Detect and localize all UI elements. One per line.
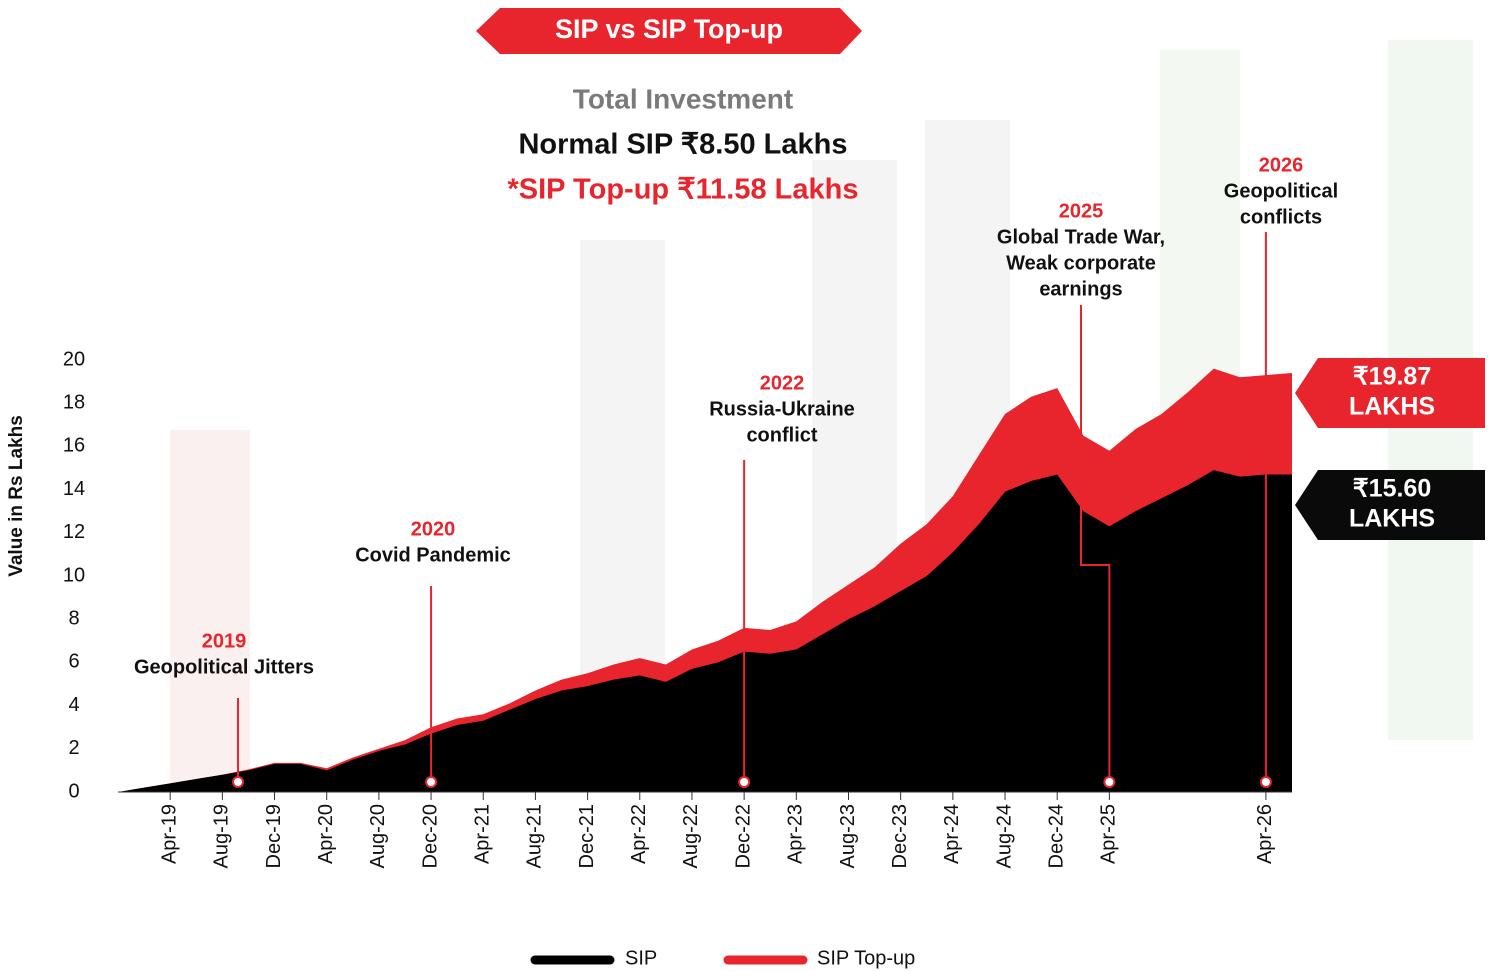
event-dot: [233, 777, 243, 787]
y-tick-label: 20: [63, 348, 85, 370]
x-tick-label: Dec-23: [889, 804, 911, 868]
x-tick-label: Aug-22: [680, 804, 702, 869]
x-tick-label: Aug-23: [837, 804, 859, 869]
event-dot: [1104, 777, 1114, 787]
x-tick-label: Apr-22: [628, 804, 650, 864]
event-dot: [1261, 777, 1271, 787]
y-tick-label: 16: [63, 435, 85, 457]
y-tick-label: 6: [68, 651, 79, 673]
event-year: 2020: [411, 518, 456, 540]
x-tick-label: Aug-24: [993, 804, 1015, 869]
end-label: LAKHS: [1349, 393, 1435, 421]
end-label: ₹15.60: [1353, 475, 1431, 503]
x-tick-label: Dec-21: [576, 804, 598, 868]
event-year: 2022: [760, 372, 805, 394]
x-tick-label: Apr-21: [472, 804, 494, 864]
x-tick-label: Dec-19: [263, 804, 285, 868]
event-text: conflict: [746, 424, 817, 446]
y-tick-label: 0: [68, 780, 79, 802]
event-text: earnings: [1039, 278, 1122, 300]
event-text: Weak corporate: [1006, 252, 1156, 274]
summary-sip: Normal SIP ₹8.50 Lakhs: [518, 129, 847, 161]
end-label: LAKHS: [1349, 505, 1435, 533]
x-tick-label: Dec-24: [1045, 804, 1067, 868]
x-tick-label: Apr-24: [941, 804, 963, 864]
x-tick-label: Aug-19: [211, 804, 233, 869]
event-dot: [739, 777, 749, 787]
y-tick-label: 2: [68, 737, 79, 759]
event-text: Geopolitical: [1224, 180, 1338, 202]
x-tick-label: Aug-20: [367, 804, 389, 869]
chart-title: SIP vs SIP Top-up: [555, 14, 783, 44]
x-tick-label: Apr-20: [315, 804, 337, 864]
event-year: 2025: [1059, 200, 1104, 222]
y-tick-label: 10: [63, 564, 85, 586]
subtitle: Total Investment: [573, 83, 793, 114]
legend-label: SIP Top-up: [817, 947, 915, 969]
y-axis-label: Value in Rs Lakhs: [6, 415, 27, 577]
y-tick-label: 12: [63, 521, 85, 543]
event-year: 2019: [202, 630, 247, 652]
summary-topup: *SIP Top-up ₹11.58 Lakhs: [508, 174, 859, 206]
x-tick-label: Apr-23: [785, 804, 807, 864]
x-tick-label: Aug-21: [524, 804, 546, 869]
event-text: Covid Pandemic: [355, 544, 511, 566]
x-tick-label: Apr-26: [1254, 804, 1276, 864]
x-tick-label: Dec-20: [419, 804, 441, 868]
event-text: Russia-Ukraine: [709, 398, 855, 420]
y-tick-label: 4: [68, 694, 79, 716]
x-tick-label: Apr-19: [158, 804, 180, 864]
legend-label: SIP: [625, 947, 657, 969]
event-text: Global Trade War,: [997, 226, 1165, 248]
end-label: ₹19.87: [1353, 363, 1431, 391]
y-tick-label: 8: [68, 607, 79, 629]
event-year: 2026: [1259, 154, 1304, 176]
y-tick-label: 14: [63, 478, 85, 500]
x-tick-label: Dec-22: [732, 804, 754, 868]
chart: SIP vs SIP Top-up Total Investment Norma…: [0, 0, 1494, 971]
event-text: conflicts: [1240, 206, 1322, 228]
event-dot: [426, 777, 436, 787]
x-tick-label: Apr-25: [1098, 804, 1120, 864]
y-tick-label: 18: [63, 391, 85, 413]
event-text: Geopolitical Jitters: [134, 656, 314, 678]
